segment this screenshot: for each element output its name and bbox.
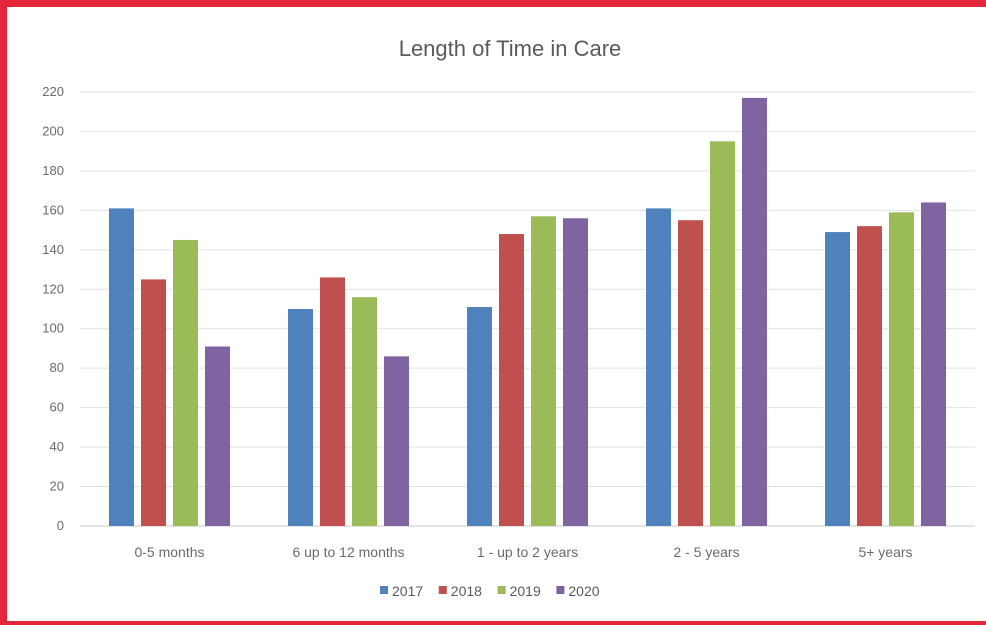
legend: 2017 2018 2019 2020	[380, 583, 600, 599]
x-category-label: 6 up to 12 months	[292, 544, 404, 560]
legend-swatch-2018	[438, 586, 447, 594]
bar-2019-2	[531, 216, 556, 527]
bar-2017-4	[825, 232, 850, 526]
bar-2018-1	[320, 277, 345, 526]
y-tick-label: 180	[42, 163, 64, 178]
bar-2017-0	[109, 208, 134, 526]
y-tick-label: 80	[50, 360, 64, 375]
bar-2018-0	[141, 279, 166, 526]
legend-swatch-2019	[497, 586, 506, 594]
bar-2019-4	[889, 212, 914, 526]
bar-2020-3	[742, 97, 767, 526]
bar-2019-3	[710, 141, 735, 526]
y-tick-label: 40	[50, 439, 64, 454]
x-category-label: 5+ years	[858, 544, 912, 560]
bar-2017-1	[288, 309, 313, 526]
y-tick-label: 220	[42, 84, 64, 99]
y-tick-label: 20	[50, 479, 64, 494]
y-tick-label: 100	[42, 321, 64, 336]
bar-2020-1	[384, 356, 409, 526]
y-tick-label: 160	[42, 202, 64, 217]
legend-label-2017: 2017	[392, 583, 423, 599]
bar-2017-3	[646, 208, 671, 526]
y-tick-label: 200	[42, 123, 64, 138]
x-axis-categories: 0-5 months 6 up to 12 months 1 - up to 2 y…	[134, 544, 912, 560]
y-tick-label: 60	[50, 400, 64, 415]
bar-2019-0	[173, 239, 198, 527]
bar-2020-4	[921, 202, 946, 527]
bar-2020-2	[563, 218, 588, 526]
y-tick-label: 120	[42, 281, 64, 296]
bar-2018-4	[857, 226, 882, 527]
x-category-label: 2 - 5 years	[673, 544, 739, 560]
legend-swatch-2017	[380, 586, 388, 594]
legend-label-2018: 2018	[451, 583, 482, 599]
bar-2019-1	[352, 297, 377, 526]
y-tick-label: 140	[42, 242, 64, 257]
bar-2018-2	[499, 234, 524, 526]
legend-label-2020: 2020	[568, 583, 599, 599]
bars	[109, 97, 946, 527]
bar-2017-2	[467, 307, 492, 526]
legend-swatch-2020	[556, 586, 565, 594]
chart-title: Length of Time in Care	[399, 36, 622, 61]
x-category-label: 0-5 months	[134, 544, 204, 560]
x-category-label: 1 - up to 2 years	[477, 544, 578, 560]
bar-2018-3	[678, 220, 703, 526]
y-axis-ticks: 0 20 40 60 80 100 120 140 160 180 200 220	[42, 84, 64, 533]
legend-label-2019: 2019	[510, 583, 541, 599]
y-tick-label: 0	[57, 518, 64, 533]
bar-2020-0	[205, 346, 230, 526]
